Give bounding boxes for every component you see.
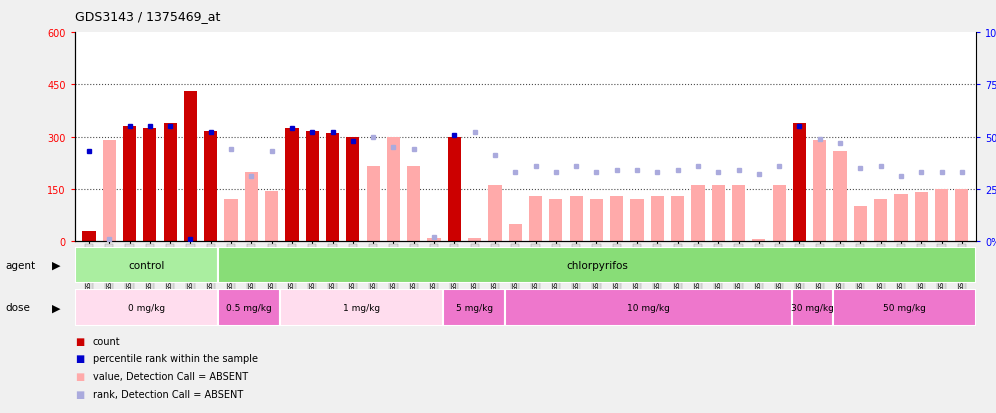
Bar <box>386 137 400 242</box>
Bar <box>103 141 116 242</box>
Bar <box>367 167 379 242</box>
Text: 10 mg/kg: 10 mg/kg <box>626 303 669 312</box>
Bar <box>443 289 505 326</box>
Bar <box>427 238 440 242</box>
Text: dose: dose <box>5 303 30 313</box>
Text: value, Detection Call = ABSENT: value, Detection Call = ABSENT <box>93 371 248 381</box>
Bar <box>611 197 623 242</box>
Bar <box>509 224 522 242</box>
Bar <box>265 191 278 242</box>
Bar <box>218 248 976 283</box>
Text: ▶: ▶ <box>52 260 61 271</box>
Bar <box>347 137 360 242</box>
Bar <box>468 238 481 242</box>
Text: ■: ■ <box>75 336 84 346</box>
Text: 30 mg/kg: 30 mg/kg <box>791 303 834 312</box>
Bar <box>285 128 299 242</box>
Bar <box>184 92 197 242</box>
Text: ■: ■ <box>75 371 84 381</box>
Bar <box>773 186 786 242</box>
Text: ▶: ▶ <box>52 303 61 313</box>
Bar <box>793 123 806 242</box>
Bar <box>143 128 156 242</box>
Bar <box>894 195 907 242</box>
Bar <box>752 240 766 242</box>
Bar <box>570 197 583 242</box>
Text: GDS3143 / 1375469_at: GDS3143 / 1375469_at <box>75 10 220 23</box>
Bar <box>549 200 563 242</box>
Bar <box>914 193 928 242</box>
Bar <box>306 132 319 242</box>
Bar <box>732 186 745 242</box>
Bar <box>955 190 968 242</box>
Bar <box>280 289 443 326</box>
Bar <box>854 207 867 242</box>
Bar <box>712 186 725 242</box>
Bar <box>224 200 238 242</box>
Bar <box>630 200 643 242</box>
Bar <box>691 186 704 242</box>
Text: count: count <box>93 336 121 346</box>
Text: 5 mg/kg: 5 mg/kg <box>455 303 493 312</box>
Bar <box>75 248 218 283</box>
Bar <box>505 289 792 326</box>
Text: agent: agent <box>5 260 35 271</box>
Bar <box>83 231 96 242</box>
Bar <box>834 151 847 242</box>
Bar <box>590 200 603 242</box>
Text: control: control <box>128 260 164 271</box>
Bar <box>407 167 420 242</box>
Bar <box>245 172 258 242</box>
Bar <box>813 141 827 242</box>
Text: 50 mg/kg: 50 mg/kg <box>882 303 926 312</box>
Text: ■: ■ <box>75 389 84 399</box>
Bar <box>671 197 684 242</box>
Bar <box>123 127 136 242</box>
Bar <box>935 190 948 242</box>
Bar <box>529 197 542 242</box>
Bar <box>218 289 280 326</box>
Bar <box>488 186 502 242</box>
Bar <box>448 137 461 242</box>
Bar <box>874 200 887 242</box>
Text: 0.5 mg/kg: 0.5 mg/kg <box>226 303 272 312</box>
Bar <box>204 132 217 242</box>
Text: 0 mg/kg: 0 mg/kg <box>127 303 165 312</box>
Text: 1 mg/kg: 1 mg/kg <box>343 303 380 312</box>
Bar <box>833 289 976 326</box>
Bar <box>650 197 664 242</box>
Text: ■: ■ <box>75 354 84 363</box>
Bar <box>792 289 833 326</box>
Bar <box>163 123 176 242</box>
Text: rank, Detection Call = ABSENT: rank, Detection Call = ABSENT <box>93 389 243 399</box>
Bar <box>75 289 218 326</box>
Text: percentile rank within the sample: percentile rank within the sample <box>93 354 258 363</box>
Bar <box>326 134 339 242</box>
Text: chlorpyrifos: chlorpyrifos <box>566 260 628 271</box>
